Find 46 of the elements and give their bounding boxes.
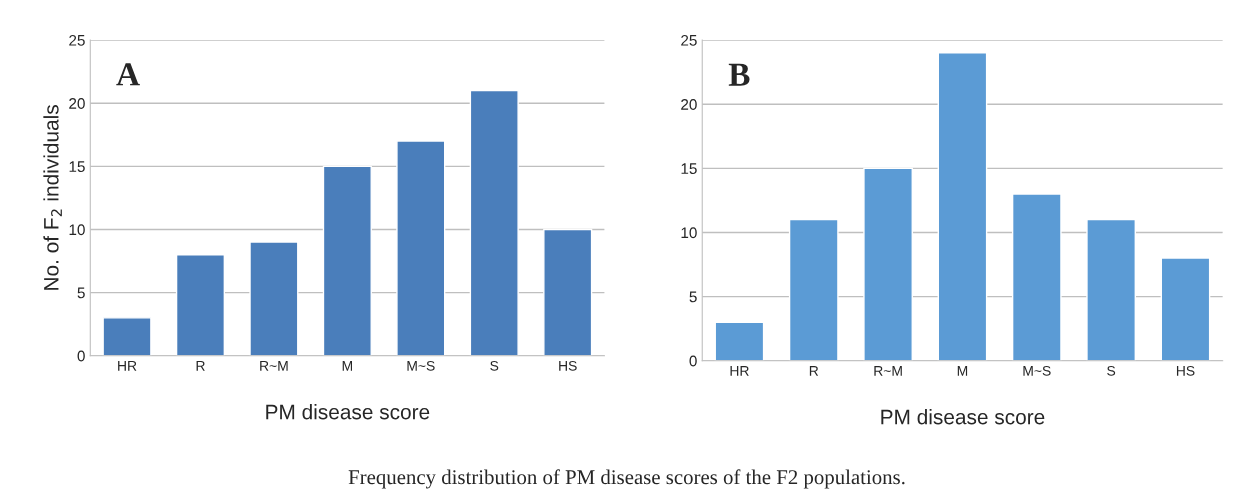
bar	[1011, 193, 1062, 361]
annotation: B	[728, 63, 750, 86]
x-tick-label: R~M	[260, 361, 288, 371]
bar	[469, 89, 519, 356]
x-tick-label: S	[490, 360, 499, 371]
x-axis-title: PM disease score	[266, 404, 430, 420]
y-tick-label: 0	[689, 355, 697, 367]
x-tick-label: S	[1107, 365, 1116, 376]
x-tick-label: R~M	[874, 366, 902, 376]
y-tick-label: 0	[77, 350, 85, 362]
x-tick-label: M~S	[1023, 365, 1051, 376]
bar	[102, 317, 152, 356]
y-tick-label: 20	[681, 99, 697, 110]
bar	[1160, 257, 1211, 361]
x-axis-title: PM disease score	[881, 409, 1045, 425]
bar	[543, 228, 593, 356]
bar	[788, 218, 839, 361]
x-tick-label: R	[196, 361, 205, 371]
text: Frequency distribution of PM disease scores of the F2 populations.	[348, 469, 905, 489]
x-tick-label: HR	[730, 366, 749, 376]
y-tick-label: 25	[681, 34, 697, 46]
x-tick-label: M	[342, 361, 352, 371]
x-tick-label: HS	[559, 360, 577, 371]
x-tick-label: R	[809, 366, 819, 376]
y-tick-label: 15	[681, 163, 697, 175]
bar	[1086, 218, 1136, 361]
bar	[175, 254, 226, 356]
bar	[322, 165, 372, 356]
x-tick-label: M	[957, 366, 968, 376]
y-tick-label: 5	[689, 291, 697, 303]
annotation: A	[116, 63, 140, 86]
y-tick-label: 25	[69, 34, 85, 46]
y-tick-label: 15	[69, 161, 85, 173]
bar	[714, 321, 765, 361]
y-tick-label: 20	[69, 98, 85, 109]
bar	[863, 167, 913, 361]
bar	[396, 140, 446, 356]
y-tick-label: 10	[69, 224, 85, 236]
y-axis-title: No. of F$_{2}$ individuals	[43, 105, 62, 290]
x-tick-label: M~S	[407, 360, 435, 371]
y-tick-label: 10	[681, 227, 697, 239]
x-tick-label: HR	[118, 361, 137, 371]
x-tick-label: HS	[1176, 365, 1195, 376]
bar	[937, 52, 988, 361]
bar	[249, 241, 299, 356]
y-tick-label: 5	[77, 287, 85, 299]
